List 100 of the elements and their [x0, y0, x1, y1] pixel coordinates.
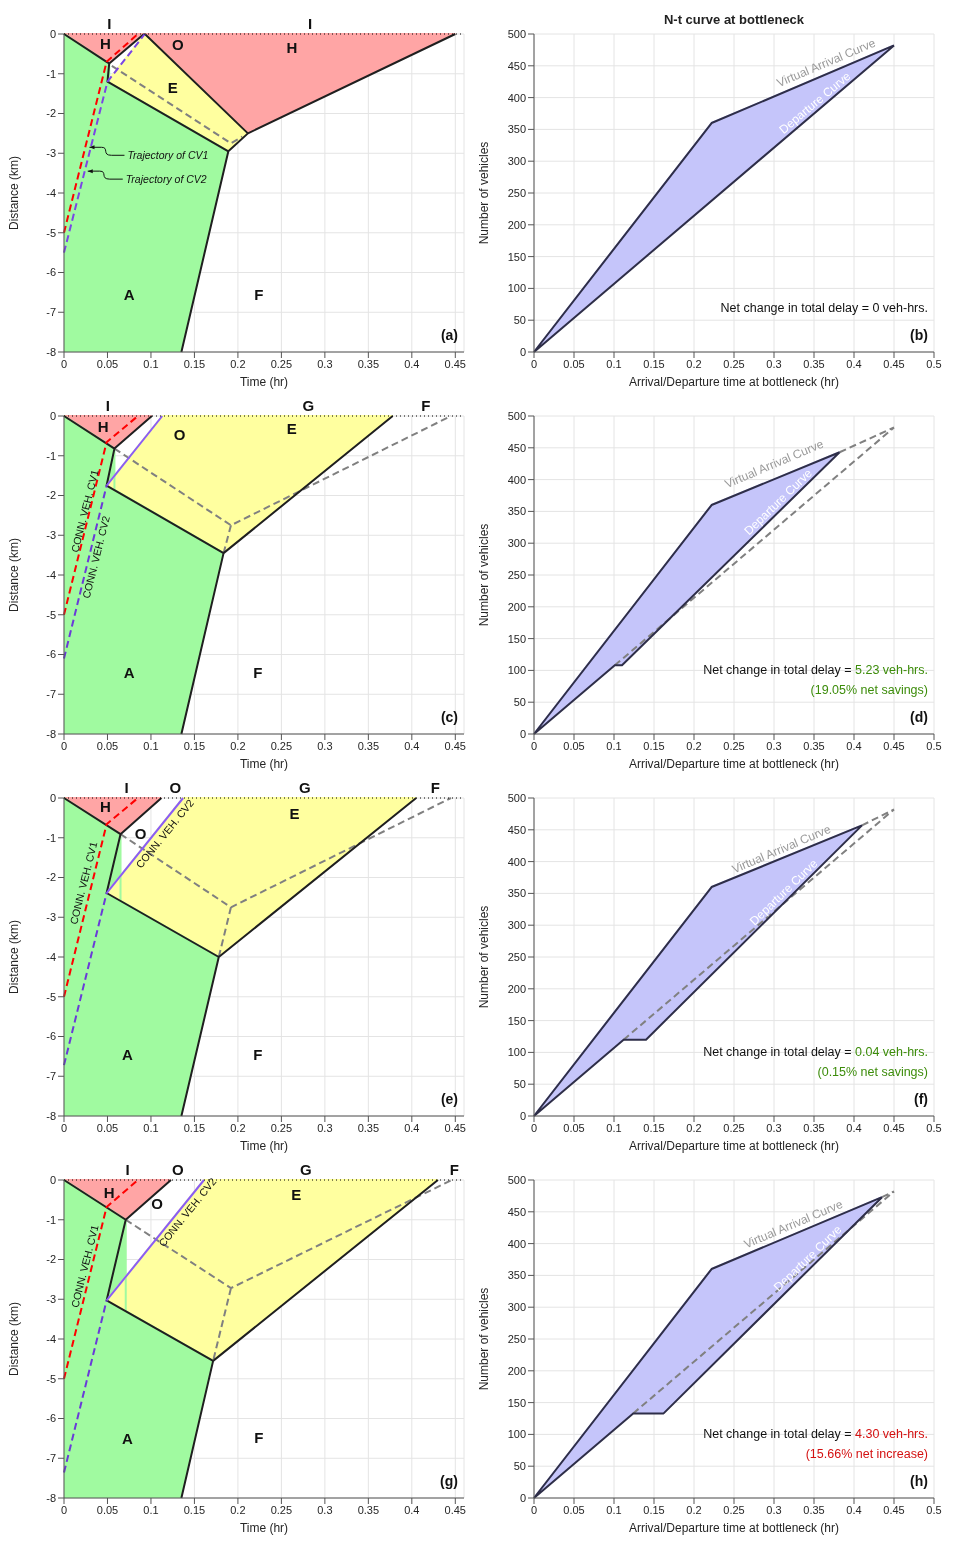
- y-tick-label: -2: [46, 1253, 56, 1266]
- x-tick-label: 0.45: [883, 357, 905, 370]
- y-tick-label: 100: [507, 664, 526, 677]
- y-tick-label: 450: [507, 59, 526, 72]
- x-axis-title: Time (hr): [239, 375, 289, 389]
- x-tick-label: 0.05: [563, 357, 585, 370]
- x-tick-label: 0.05: [96, 1121, 119, 1134]
- x-tick-label: 0.35: [803, 1503, 825, 1516]
- x-tick-label: 0.2: [686, 357, 702, 370]
- y-tick-label: 0: [519, 727, 526, 740]
- annotation: O: [172, 35, 185, 53]
- x-tick-label: 0.4: [846, 1503, 862, 1516]
- annotation: H: [99, 797, 111, 815]
- x-tick-label: 0.25: [723, 357, 745, 370]
- y-axis-title: Number of vehicles: [477, 905, 492, 1009]
- text: G: [299, 779, 311, 796]
- y-tick-label: -4: [46, 186, 56, 199]
- x-tick-label: 0.1: [606, 1121, 622, 1134]
- y-tick-label: 0: [519, 1491, 526, 1504]
- x-tick-label: 0.5: [926, 1503, 942, 1516]
- y-tick-label: 250: [507, 568, 526, 581]
- x-tick-label: 0.5: [926, 1121, 942, 1134]
- x-tick-label: 0.45: [883, 1503, 905, 1516]
- x-tick-label: 0: [530, 1121, 538, 1134]
- y-tick-label: 50: [513, 1460, 526, 1473]
- x-tick-label: 0.15: [643, 357, 665, 370]
- y-tick-label: -2: [46, 107, 56, 120]
- y-tick-label: -5: [46, 1372, 56, 1385]
- y-tick-label: -1: [46, 449, 56, 462]
- x-tick-label: 0.1: [143, 1503, 159, 1516]
- y-tick-label: -3: [46, 529, 56, 542]
- x-tick-label: 0: [530, 357, 538, 370]
- x-tick-label: 0.25: [723, 1503, 745, 1516]
- y-tick-label: -7: [46, 306, 56, 319]
- x-tick-label: 0.25: [270, 1503, 293, 1516]
- annotation: Trajectory of CV1: [127, 149, 209, 162]
- annotation: Net change in total delay = 5.23 veh-hrs.: [703, 663, 928, 677]
- x-tick-label: 0.3: [317, 1121, 333, 1134]
- annotation: (f): [914, 1091, 928, 1107]
- text: O: [169, 779, 182, 796]
- y-tick-label: 300: [507, 919, 526, 932]
- x-tick-label: 0.1: [606, 1503, 622, 1516]
- y-tick-label: 300: [507, 1301, 526, 1314]
- annotation: E: [286, 419, 297, 437]
- y-tick-label: 0: [49, 409, 56, 422]
- x-tick-label: 0.05: [96, 1503, 119, 1516]
- x-tick-label: 0.35: [803, 739, 825, 752]
- y-tick-label: -5: [46, 608, 56, 621]
- y-tick-label: -8: [46, 1491, 56, 1504]
- y-tick-label: 50: [513, 1078, 526, 1091]
- annotation: (d): [910, 709, 928, 725]
- y-tick-label: 400: [507, 855, 526, 868]
- y-tick-label: -6: [46, 1412, 56, 1425]
- y-tick-label: -5: [46, 226, 56, 239]
- y-tick-label: -1: [46, 1213, 56, 1226]
- x-tick-label: 0.05: [96, 357, 119, 370]
- y-tick-label: 150: [507, 1396, 526, 1409]
- y-axis-title: Distance (km): [7, 537, 22, 613]
- y-tick-label: -8: [46, 727, 56, 740]
- y-tick-label: 50: [513, 314, 526, 327]
- x-tick-label: 0.3: [317, 1503, 333, 1516]
- annotation: Trajectory of CV2: [125, 173, 207, 186]
- x-tick-label: 0.3: [317, 357, 333, 370]
- y-tick-label: 100: [507, 1428, 526, 1441]
- text: F: [421, 397, 431, 414]
- x-axis-title: Arrival/Departure time at bottleneck (hr): [628, 1521, 840, 1535]
- y-tick-label: 400: [507, 1237, 526, 1250]
- x-tick-label: 0.2: [230, 1121, 246, 1134]
- x-tick-label: 0.2: [686, 1121, 702, 1134]
- y-tick-label: 250: [507, 1332, 526, 1345]
- annotation: E: [167, 78, 178, 96]
- x-tick-label: 0.25: [270, 357, 293, 370]
- x-tick-label: 0.35: [357, 357, 380, 370]
- x-axis-title: Time (hr): [239, 1139, 289, 1153]
- text: F: [430, 779, 440, 796]
- annotation: Net change in total delay = 0 veh-hrs.: [720, 301, 928, 315]
- annotation: F: [253, 664, 263, 682]
- annotation: O: [134, 825, 147, 843]
- annotation: CONN. VEH. CV1: [67, 840, 100, 926]
- x-tick-label: 0: [530, 739, 538, 752]
- x-tick-label: 0.35: [357, 1121, 380, 1134]
- x-tick-label: 0.4: [846, 1121, 862, 1134]
- x-tick-label: 0.1: [143, 739, 159, 752]
- x-tick-label: 0: [530, 1503, 538, 1516]
- y-tick-label: 100: [507, 1046, 526, 1059]
- text: I: [105, 397, 110, 414]
- x-tick-label: 0.15: [643, 739, 665, 752]
- x-tick-label: 0.45: [883, 739, 905, 752]
- x-tick-label: 0.15: [183, 1503, 206, 1516]
- annotation: F: [254, 286, 264, 304]
- y-tick-label: 500: [507, 791, 526, 804]
- x-tick-label: 0.4: [404, 357, 420, 370]
- x-tick-label: 0.4: [404, 1121, 420, 1134]
- annotation: (b): [910, 327, 928, 343]
- y-tick-label: -7: [46, 1452, 56, 1465]
- x-axis-title: Time (hr): [239, 1521, 289, 1535]
- text: F: [449, 1161, 460, 1178]
- y-tick-label: 200: [507, 982, 526, 995]
- y-tick-label: 250: [507, 186, 526, 199]
- y-axis-title: Number of vehicles: [477, 141, 492, 245]
